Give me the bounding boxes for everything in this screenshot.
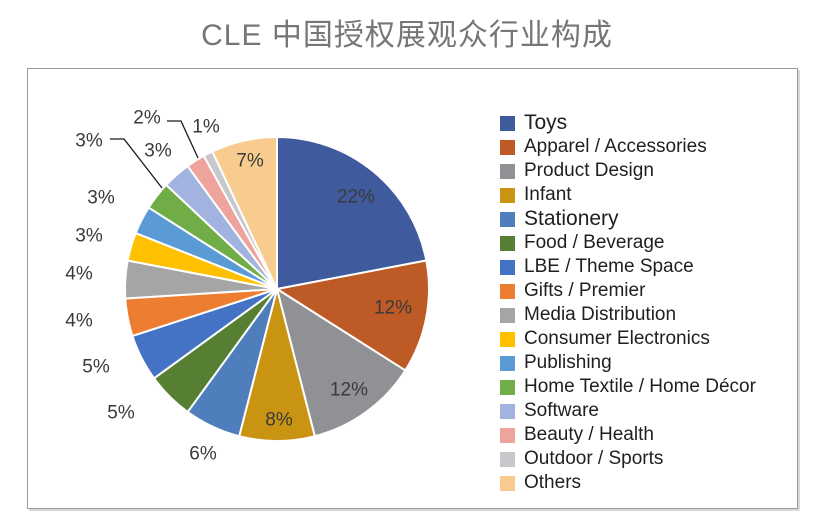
legend-label: Food / Beverage <box>524 232 665 253</box>
legend-label: Media Distribution <box>524 304 677 325</box>
legend-item-software[interactable]: Software <box>500 399 756 423</box>
legend-swatch-stationery <box>500 211 515 227</box>
data-label-food-beverage: 5% <box>107 403 135 424</box>
pie-slice-toys[interactable] <box>276 136 428 290</box>
legend-item-stationery[interactable]: Stationery <box>500 207 756 231</box>
chart-title: CLE 中国授权展观众行业构成 <box>201 19 613 52</box>
data-label-home-textile-home-d-cor: 3% <box>75 131 103 152</box>
data-label-beauty-health: 2% <box>133 108 161 129</box>
legend-label: Beauty / Health <box>524 424 654 445</box>
legend-swatch-others <box>500 475 515 491</box>
legend-label: Stationery <box>524 207 619 230</box>
legend-item-outdoor-sports[interactable]: Outdoor / Sports <box>500 447 756 471</box>
legend-swatch-apparel-accessories <box>500 139 515 155</box>
legend: Toys Apparel / Accessories Product Design I… <box>500 111 756 495</box>
legend-swatch-consumer-electronics <box>500 331 515 347</box>
legend-item-toys[interactable]: Toys <box>500 111 756 135</box>
legend-item-consumer-electronics[interactable]: Consumer Electronics <box>500 327 756 351</box>
leader-line-beauty-health <box>167 120 199 159</box>
legend-swatch-lbe-theme-space <box>500 259 515 275</box>
legend-swatch-software <box>500 403 515 419</box>
legend-item-gifts-premier[interactable]: Gifts / Premier <box>500 279 756 303</box>
legend-label: Infant <box>524 184 572 205</box>
legend-item-product-design[interactable]: Product Design <box>500 159 756 183</box>
legend-swatch-publishing <box>500 355 515 371</box>
legend-swatch-home-textile-home-d-cor <box>500 379 515 395</box>
legend-label: Others <box>524 472 582 493</box>
legend-item-others[interactable]: Others <box>500 471 756 495</box>
data-label-lbe-theme-space: 5% <box>82 357 110 378</box>
legend-swatch-gifts-premier <box>500 283 515 299</box>
legend-item-lbe-theme-space[interactable]: LBE / Theme Space <box>500 255 756 279</box>
legend-label: Software <box>524 400 599 421</box>
data-label-software: 3% <box>144 141 172 162</box>
data-label-toys: 22% <box>337 187 375 208</box>
legend-swatch-beauty-health <box>500 427 515 443</box>
legend-label: Toys <box>524 111 568 134</box>
legend-item-food-beverage[interactable]: Food / Beverage <box>500 231 756 255</box>
legend-swatch-infant <box>500 187 515 203</box>
legend-swatch-food-beverage <box>500 235 515 251</box>
pie-slice-apparel-accessories[interactable] <box>276 259 431 372</box>
data-label-gifts-premier: 4% <box>65 311 93 332</box>
pie-slice-product-design[interactable] <box>276 288 407 438</box>
data-label-consumer-electronics: 3% <box>75 226 103 247</box>
legend-label: LBE / Theme Space <box>524 256 694 277</box>
legend-item-media-distribution[interactable]: Media Distribution <box>500 303 756 327</box>
data-label-media-distribution: 4% <box>65 264 93 285</box>
data-label-stationery: 6% <box>189 444 217 465</box>
legend-item-apparel-accessories[interactable]: Apparel / Accessories <box>500 135 756 159</box>
data-label-publishing: 3% <box>87 188 115 209</box>
legend-label: Outdoor / Sports <box>524 448 664 469</box>
data-label-outdoor-sports: 1% <box>192 117 220 138</box>
legend-label: Gifts / Premier <box>524 280 646 301</box>
legend-label: Publishing <box>524 352 612 373</box>
legend-label: Home Textile / Home Décor <box>524 376 756 397</box>
legend-swatch-outdoor-sports <box>500 451 515 467</box>
pie-slice-others[interactable] <box>211 136 278 290</box>
data-label-infant: 8% <box>265 410 293 431</box>
data-label-apparel-accessories: 12% <box>374 298 412 319</box>
legend-item-infant[interactable]: Infant <box>500 183 756 207</box>
legend-label: Consumer Electronics <box>524 328 710 349</box>
pie-chart: 22% 12% 12% 8% 6% 5% 5% 4% 4% 3% 3% 3% 3% 2% 1% 7% <box>65 108 431 465</box>
chart-area: 22% 12% 12% 8% 6% 5% 5% 4% 4% 3% 3% 3% 3% 2% 1% 7% Toys… <box>27 68 798 509</box>
legend-label: Product Design <box>524 160 654 181</box>
legend-swatch-toys <box>500 115 515 131</box>
data-label-others: 7% <box>236 151 264 172</box>
legend-item-beauty-health[interactable]: Beauty / Health <box>500 423 756 447</box>
legend-swatch-media-distribution <box>500 307 515 323</box>
legend-item-home-textile-home-d-cor[interactable]: Home Textile / Home Décor <box>500 375 756 399</box>
leader-line-home-textile-home-d-cor <box>110 138 163 189</box>
data-label-product-design: 12% <box>330 380 368 401</box>
legend-swatch-product-design <box>500 163 515 179</box>
legend-label: Apparel / Accessories <box>524 136 707 157</box>
legend-item-publishing[interactable]: Publishing <box>500 351 756 375</box>
